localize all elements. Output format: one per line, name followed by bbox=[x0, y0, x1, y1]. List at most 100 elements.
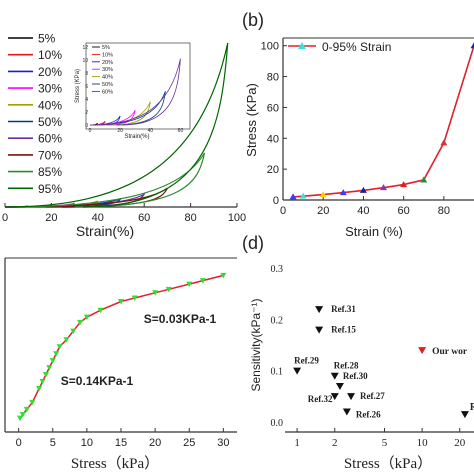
inset-ticks: 0 20 40 60 0 2 4 6 8 10 12 bbox=[82, 45, 183, 134]
ref-label: Ref.31 bbox=[331, 304, 356, 314]
panel-b-point bbox=[299, 192, 307, 199]
our-work-label: Our wor bbox=[432, 347, 468, 357]
loop-95pct bbox=[4, 42, 229, 208]
panel-c-xtick-label: 25 bbox=[183, 437, 195, 449]
panel-a-inset: 0 20 40 60 0 2 4 6 8 10 12 5%10% 20%30% 40%50%60% St… bbox=[75, 42, 191, 140]
panel-c-point bbox=[186, 281, 193, 288]
inset-xtick-label: 20 bbox=[117, 128, 123, 134]
panel-c-point bbox=[118, 299, 124, 305]
panel-d-xtick-label: 20 bbox=[454, 437, 466, 449]
inset-legend-label: 50% bbox=[102, 82, 113, 88]
panel-d-xlabel: Stress（kPa） bbox=[344, 455, 432, 472]
panel-c-xtick-label: 5 bbox=[50, 437, 56, 449]
panel-b-ytick-label: 40 bbox=[267, 133, 279, 145]
panel-c-point bbox=[70, 328, 77, 335]
ref-point bbox=[347, 393, 356, 401]
panel-c-xtick-label: 0 bbox=[16, 437, 22, 449]
panel-c-point bbox=[17, 415, 24, 422]
legend-label: 95% bbox=[38, 182, 62, 196]
inset-frame bbox=[85, 42, 191, 130]
panel-a-xlabel: Strain(%) bbox=[76, 223, 134, 239]
panel-b-xlabel: Strain (%) bbox=[345, 224, 403, 239]
panel-c-series bbox=[17, 272, 227, 422]
panel-a-xtick-label: 40 bbox=[92, 212, 104, 224]
inset-loop-60pct bbox=[89, 58, 181, 126]
panel-c-slope-high: S=0.03KPa-1 bbox=[144, 312, 217, 326]
panel-c-point bbox=[42, 372, 49, 378]
inset-xtick-label: 40 bbox=[148, 128, 154, 134]
panel-c-point bbox=[39, 379, 46, 385]
panel-b-point bbox=[440, 139, 448, 146]
panel-c-point bbox=[199, 278, 206, 284]
panel-c: 0 5 10 15 20 25 30 S=0.03KPa-1 S=0.14KPa-1 Str… bbox=[4, 257, 237, 472]
panel-d: (d) 1 2 5 10 200.00.10.20.3 Ref.31Ref.15Ref.… bbox=[242, 233, 474, 472]
panel-b-point bbox=[420, 176, 428, 183]
panel-a-xtick-label: 80 bbox=[184, 212, 196, 224]
panel-c-xtick-label: 15 bbox=[115, 437, 127, 449]
panel-b-point bbox=[359, 186, 367, 193]
panel-c-point bbox=[53, 351, 60, 357]
legend-label: 30% bbox=[38, 82, 62, 96]
panel-b-ytick-label: 80 bbox=[267, 72, 279, 84]
inset-legend-label: 30% bbox=[102, 67, 113, 73]
panel-b-point bbox=[319, 191, 327, 198]
panel-d-ytick-label: 0.2 bbox=[271, 315, 284, 326]
our-work-point bbox=[418, 347, 427, 355]
inset-xtick-label: 60 bbox=[178, 128, 184, 134]
panel-b-ytick-label: 60 bbox=[267, 102, 279, 114]
inset-xtick-label: 0 bbox=[89, 128, 92, 134]
panel-b-point bbox=[470, 42, 474, 49]
panel-c-ticks: 0 5 10 15 20 25 30 bbox=[16, 428, 229, 449]
ref-label: Ref.32 bbox=[308, 394, 333, 404]
inset-ytick-label: 4 bbox=[85, 97, 88, 103]
panel-b-ylabel: Stress (KPa) bbox=[244, 83, 259, 157]
panel-a-xtick-label: 0 bbox=[2, 212, 8, 224]
ref-point bbox=[342, 408, 351, 416]
ref-label: Ref.15 bbox=[331, 325, 356, 335]
ref-label: Ref.26 bbox=[356, 410, 381, 420]
inset-legend-label: 5% bbox=[102, 45, 110, 51]
legend-label: 40% bbox=[38, 98, 62, 112]
panel-c-point bbox=[19, 412, 26, 418]
panel-b-point bbox=[339, 189, 347, 196]
panel-d-ytick-label: 0.0 bbox=[271, 418, 284, 429]
panel-a-legend: 5% 10% 20% 30% 40% 50% 60% 70% 85% 95% bbox=[8, 32, 62, 196]
panel-c-point bbox=[63, 337, 70, 343]
legend-label: 20% bbox=[38, 65, 62, 79]
panel-c-point bbox=[131, 295, 138, 302]
panel-b-xtick-label: 60 bbox=[398, 205, 410, 217]
panel-a: 0 20 40 60 80 100 5%10%20%30%40%50%60%70%85%9… bbox=[2, 32, 246, 240]
loop-85pct bbox=[4, 152, 206, 208]
panel-a-xtick-label: 60 bbox=[138, 212, 150, 224]
inset-ytick-label: 12 bbox=[82, 45, 88, 51]
panel-c-point bbox=[97, 307, 104, 314]
panel-b-point bbox=[289, 193, 297, 200]
panel-c-point bbox=[49, 358, 56, 364]
panel-d-ticks: 1 2 5 10 20 0.0 0.1 0.2 0.3 bbox=[271, 264, 466, 449]
inset-ytick-label: 0 bbox=[85, 123, 88, 129]
panel-a-xtick-label: 20 bbox=[45, 212, 57, 224]
panel-c-point bbox=[165, 286, 172, 293]
inset-ylabel: Stress (KPa) bbox=[75, 69, 81, 103]
panel-b: (b) 0 20 40 60 80 0 20 40 60 80 100 0-95% Strain S… bbox=[242, 10, 474, 239]
legend-label: 5% bbox=[38, 32, 56, 46]
legend-label: 60% bbox=[38, 132, 62, 146]
inset-curves bbox=[89, 58, 181, 126]
inset-xlabel: Strain(%) bbox=[124, 134, 149, 140]
ref-label: Ref.27 bbox=[360, 391, 385, 401]
panel-a-xtick-label: 100 bbox=[228, 212, 246, 224]
panel-b-ticks: 0 20 40 60 80 0 20 40 60 80 100 bbox=[261, 41, 450, 217]
ref-point bbox=[293, 367, 302, 375]
panel-c-xtick-label: 30 bbox=[217, 437, 229, 449]
ref-point bbox=[315, 306, 324, 314]
panel-b-xtick-label: 80 bbox=[438, 205, 450, 217]
panel-c-xlabel: Stress（kPa） bbox=[71, 455, 159, 472]
panel-c-point bbox=[77, 319, 84, 326]
panel-b-ytick-label: 20 bbox=[267, 164, 279, 176]
ref-point bbox=[335, 382, 344, 390]
inset-loop-50pct bbox=[89, 91, 166, 126]
panel-c-point bbox=[220, 272, 227, 279]
inset-legend-label: 20% bbox=[102, 60, 113, 66]
panel-d-xtick-label: 2 bbox=[332, 437, 338, 449]
